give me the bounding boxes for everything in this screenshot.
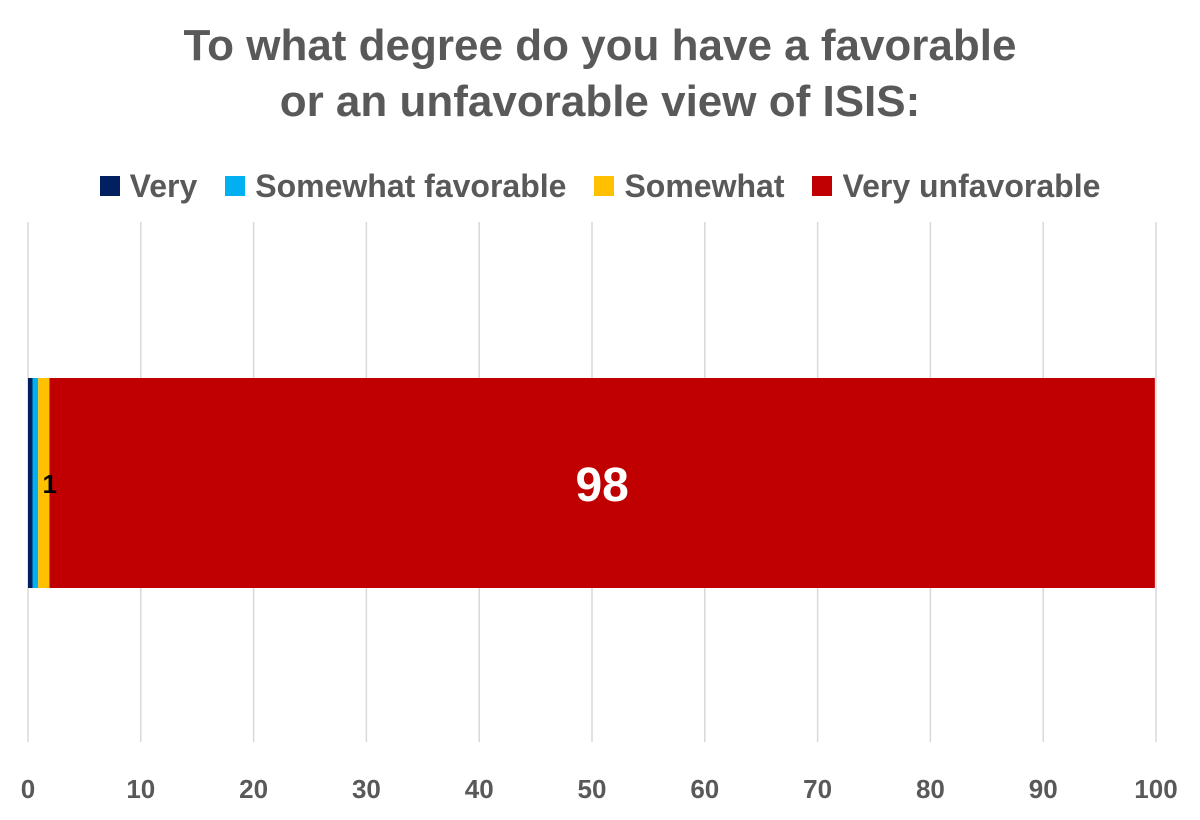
bar-segment-somewhat: [38, 378, 50, 588]
legend-item-very: Very: [99, 167, 198, 205]
legend-swatch-somewhat-favorable: [225, 176, 246, 196]
x-tick-label-40: 40: [465, 774, 494, 804]
legend-item-somewhat: Somewhat: [594, 168, 784, 205]
legend-label-somewhat-favorable: Somewhat favorable: [255, 167, 567, 204]
data-labels: 1 98: [43, 459, 629, 512]
legend-label-very-unfavorable: Very unfavorable: [842, 167, 1101, 204]
x-tick-label-90: 90: [1029, 774, 1058, 804]
legend-swatch-somewhat: [594, 176, 615, 196]
legend-swatch-very-unfavorable: [812, 176, 833, 196]
x-tick-label-30: 30: [352, 774, 381, 804]
x-tick-label-70: 70: [803, 774, 832, 804]
bar-segment-very: [28, 378, 33, 588]
x-tick-label-80: 80: [916, 774, 945, 804]
chart-title-line-1: To what degree do you have a favorable: [183, 21, 1017, 70]
legend-label-somewhat: Somewhat: [624, 167, 785, 204]
x-tick-label-10: 10: [126, 774, 155, 804]
chart-legend: Very Somewhat favorable Somewhat Very un…: [0, 166, 1200, 206]
chart-title: To what degree do you have a favorable o…: [0, 18, 1200, 130]
x-tick-label-60: 60: [690, 774, 719, 804]
legend-item-very-unfavorable: Very unfavorable: [812, 168, 1100, 205]
x-tick-label-50: 50: [578, 774, 607, 804]
x-axis-tick-labels: 0 10 20 30 40 50 60 70 80 90 100: [21, 774, 1178, 804]
legend-swatch-very: [99, 176, 120, 196]
data-label-very-unfavorable: 98: [575, 459, 628, 512]
x-tick-label-20: 20: [239, 774, 268, 804]
bar-segment-very-unfavorable: [49, 378, 1155, 588]
data-label-somewhat: 1: [43, 469, 57, 499]
x-tick-label-0: 0: [21, 774, 35, 804]
bar-segment-somewhat-favorable: [32, 378, 39, 588]
x-tick-label-100: 100: [1134, 774, 1177, 804]
legend-label-very: Very: [129, 167, 198, 204]
legend-item-somewhat-favorable: Somewhat favorable: [225, 168, 566, 205]
chart-title-line-2: or an unfavorable view of ISIS:: [279, 77, 921, 126]
bar-segments: [28, 378, 1155, 588]
